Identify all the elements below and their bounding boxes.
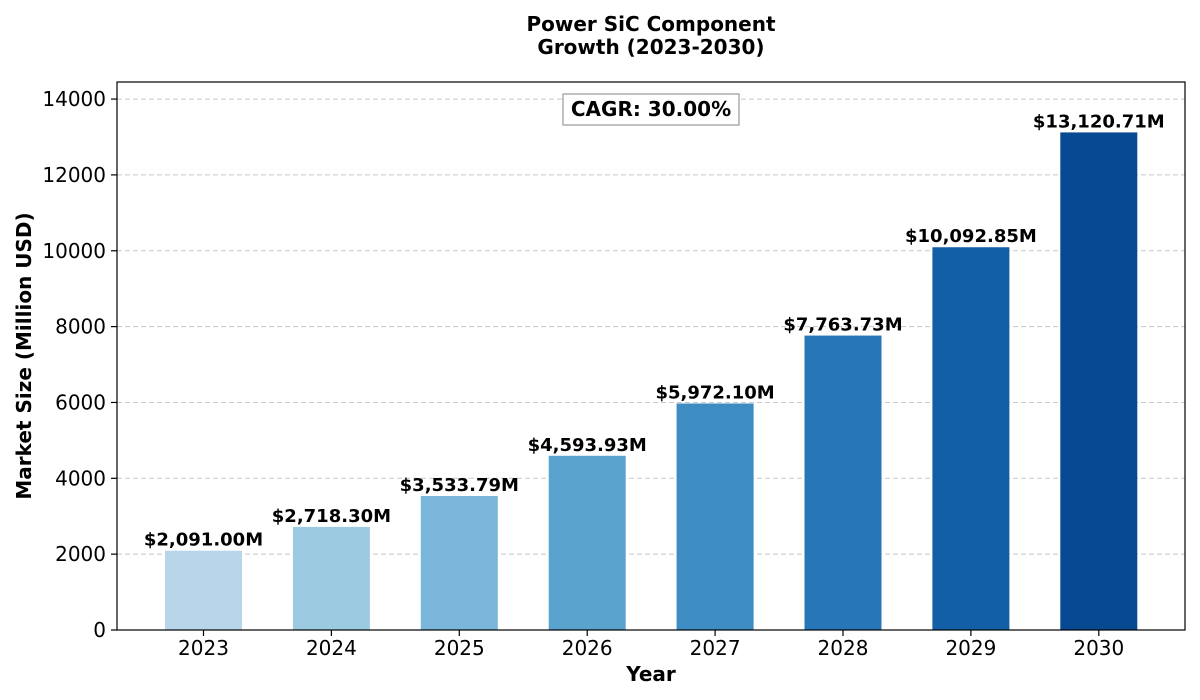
- bar-2023: [165, 550, 242, 630]
- cagr-box: [562, 93, 740, 126]
- data-label-2023: $2,091.00M: [144, 530, 263, 551]
- x-tick-label-2030: 2030: [1073, 636, 1124, 660]
- bar-2024: [292, 526, 370, 630]
- data-label-2029: $10,092.85M: [905, 226, 1037, 247]
- data-label-2024: $2,718.30M: [272, 506, 391, 527]
- y-tick-label: 12000: [42, 163, 106, 187]
- x-tick-label-2026: 2026: [562, 636, 613, 660]
- x-axis-ticks: 2023 2024 2025 2026 2027 2028 2029 2030: [178, 630, 1124, 660]
- data-label-2027: $5,972.10M: [655, 383, 774, 404]
- y-tick-label: 10000: [42, 239, 106, 263]
- y-tick-label: 2000: [55, 542, 106, 566]
- y-tick-label: 0: [93, 618, 106, 642]
- bars: [165, 132, 1138, 630]
- y-tick-label: 8000: [55, 315, 106, 339]
- y-tick-label: 14000: [42, 87, 106, 111]
- grid-lines: [117, 98, 1185, 555]
- y-axis-ticks: 0 2000 4000 6000 8000 10000 12000 14000: [42, 87, 117, 642]
- chart-title-line-1: Power SiC Component: [526, 12, 776, 36]
- cagr-text: CAGR: 30.00%: [571, 97, 731, 121]
- x-tick-label-2027: 2027: [690, 636, 741, 660]
- data-labels: $2,091.00M $2,718.30M $3,533.79M $4,593.93M…: [144, 111, 1165, 550]
- bar-2026: [548, 455, 626, 630]
- bar-2025: [420, 495, 498, 630]
- x-tick-label-2024: 2024: [306, 636, 357, 660]
- bar-2027: [676, 403, 754, 630]
- x-tick-label-2029: 2029: [945, 636, 996, 660]
- bar-2028: [804, 335, 882, 630]
- plot-frame: [116, 81, 1186, 631]
- data-label-2026: $4,593.93M: [528, 435, 647, 456]
- chart-title-line-2: Growth (2023-2030): [537, 35, 764, 59]
- bar-2030: [1060, 132, 1138, 630]
- x-tick-label-2023: 2023: [178, 636, 229, 660]
- y-tick-label: 6000: [55, 390, 106, 414]
- x-tick-label-2028: 2028: [818, 636, 869, 660]
- y-axis-label: Market Size (Million USD): [12, 212, 36, 499]
- x-axis-label: Year: [625, 662, 676, 686]
- y-tick-label: 4000: [55, 466, 106, 490]
- cagr-annotation: CAGR: 30.00%: [562, 93, 740, 126]
- x-tick-label-2025: 2025: [434, 636, 485, 660]
- bar-2029: [932, 247, 1010, 630]
- data-label-2030: $13,120.71M: [1033, 111, 1165, 132]
- data-label-2025: $3,533.79M: [400, 475, 519, 496]
- data-label-2028: $7,763.73M: [783, 315, 902, 336]
